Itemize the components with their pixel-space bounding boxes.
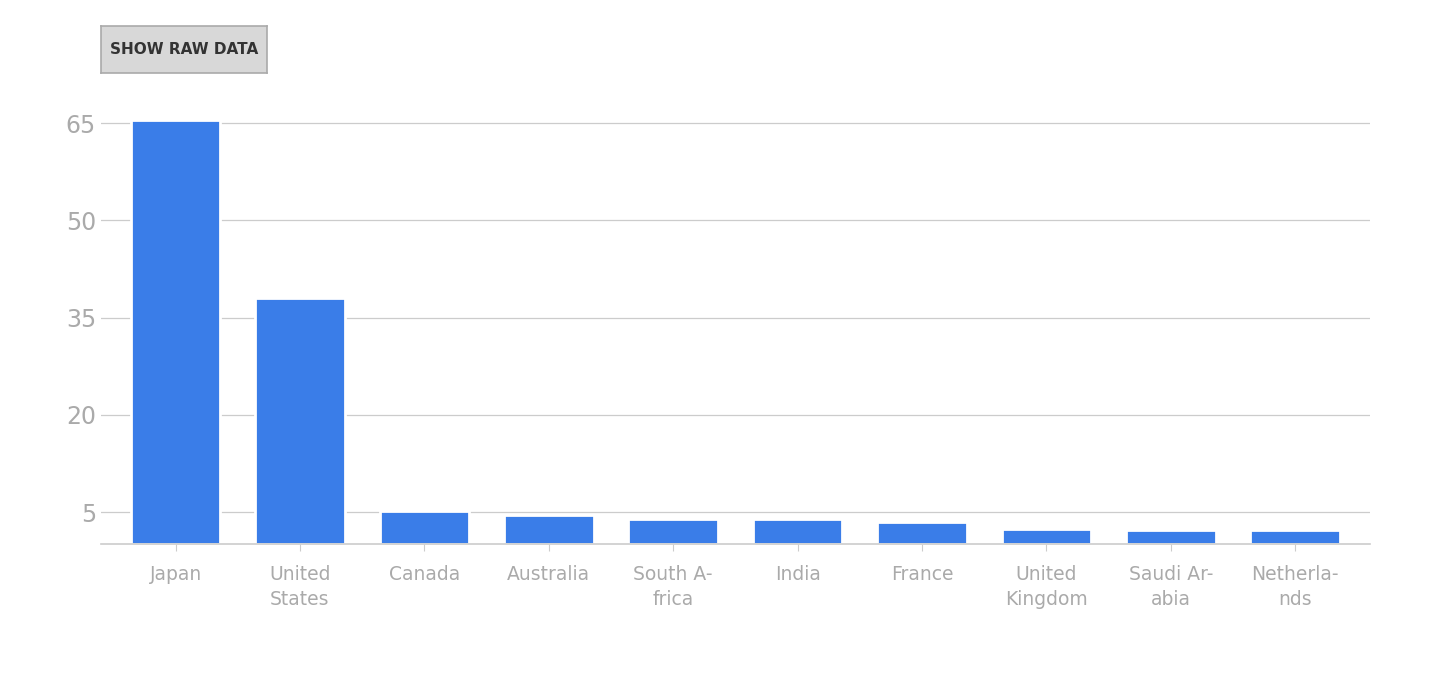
Bar xyxy=(379,512,469,544)
Bar xyxy=(753,519,842,544)
Bar xyxy=(255,298,345,544)
Bar xyxy=(505,514,594,544)
Text: SHOW RAW DATA: SHOW RAW DATA xyxy=(110,42,258,57)
Bar xyxy=(131,120,221,544)
Bar xyxy=(629,519,718,544)
Bar xyxy=(1250,530,1340,544)
Bar xyxy=(1002,529,1092,544)
Bar xyxy=(1126,530,1216,544)
Bar xyxy=(877,522,966,544)
